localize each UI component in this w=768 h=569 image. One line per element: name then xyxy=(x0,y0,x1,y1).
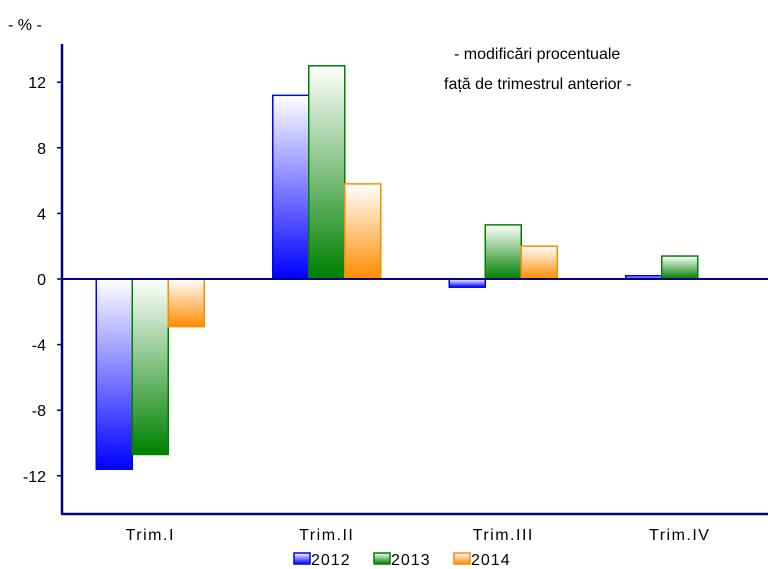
bar-2013-trim-ii xyxy=(308,65,346,280)
bar-2014-trim-i xyxy=(167,278,205,328)
x-axis-labels: Trim.I Trim.II Trim.III Trim.IV xyxy=(126,527,710,544)
x-tick-label: Trim.II xyxy=(299,527,354,544)
y-tick-label: 8 xyxy=(37,141,46,158)
annotation-line-1: - modificări procentuale xyxy=(454,46,620,63)
legend: 2012 2013 2014 xyxy=(293,552,511,569)
bar-2013-trim-i xyxy=(131,278,169,456)
x-tick-label: Trim.III xyxy=(473,527,534,544)
y-axis-ticks: 12 8 4 0 -4 -8 -12 xyxy=(23,75,62,486)
bar-2012-trim-i xyxy=(95,278,133,470)
legend-label-2013: 2013 xyxy=(391,552,431,569)
legend-swatch-2012 xyxy=(293,552,311,565)
y-tick-label: 0 xyxy=(37,272,46,289)
y-tick-label: 4 xyxy=(37,206,46,223)
bar-2014-trim-iii xyxy=(520,245,558,280)
legend-label-2012: 2012 xyxy=(311,552,351,569)
y-tick-label: 12 xyxy=(28,75,46,92)
legend-swatch-2014 xyxy=(453,552,471,565)
y-tick-label: -12 xyxy=(23,469,46,486)
unit-label: - % - xyxy=(8,17,42,34)
legend-label-2014: 2014 xyxy=(471,552,511,569)
x-tick-label: Trim.IV xyxy=(649,527,710,544)
annotation-line-2: față de trimestrul anterior - xyxy=(444,76,632,93)
bar-2012-trim-ii xyxy=(272,94,310,280)
y-tick-label: -8 xyxy=(32,403,46,420)
bar-2014-trim-ii xyxy=(344,183,382,280)
bar-2013-trim-iv xyxy=(661,255,699,280)
legend-swatch-2013 xyxy=(373,552,391,565)
bar-2012-trim-iii xyxy=(448,278,486,288)
y-tick-label: -4 xyxy=(32,338,46,355)
bar-2013-trim-iii xyxy=(484,224,522,280)
bars xyxy=(95,65,699,470)
x-tick-label: Trim.I xyxy=(126,527,175,544)
